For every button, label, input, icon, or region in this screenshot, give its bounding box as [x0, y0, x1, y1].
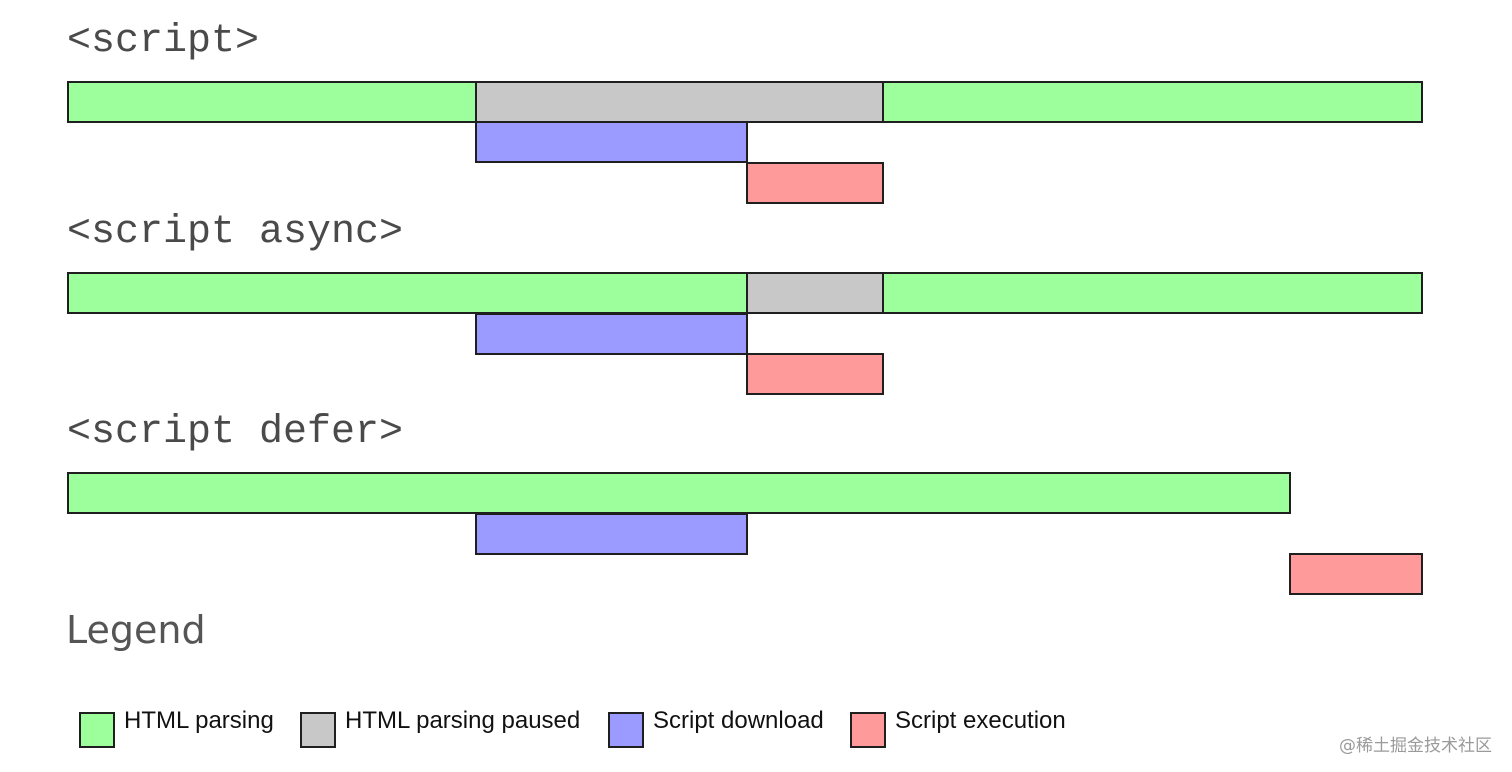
heading-script: <script> [67, 19, 260, 64]
defer-download-bar [475, 513, 748, 555]
script-html-parsing-bar-2 [882, 81, 1423, 123]
async-execution-bar [746, 353, 884, 395]
legend-label-html-parsing: HTML parsing [124, 707, 274, 734]
legend-swatch-html-parsing [79, 712, 115, 748]
async-html-parsing-paused-bar [746, 272, 884, 314]
legend-swatch-script-execution [850, 712, 886, 748]
legend-label-html-parsing-paused: HTML parsing paused [345, 707, 581, 734]
script-download-bar [475, 121, 748, 163]
defer-execution-bar [1289, 553, 1423, 595]
watermark: @稀土掘金技术社区 [1339, 736, 1492, 756]
script-html-parsing-bar-1 [67, 81, 477, 123]
defer-html-parsing-bar [67, 472, 1291, 514]
legend-label-script-download: Script download [653, 707, 824, 734]
heading-script-async: <script async> [67, 210, 404, 255]
legend-swatch-script-download [608, 712, 644, 748]
async-download-bar [475, 313, 748, 355]
legend-title: Legend [66, 608, 206, 652]
legend-label-script-execution: Script execution [895, 707, 1066, 734]
script-execution-bar [746, 162, 884, 204]
async-html-parsing-bar-1 [67, 272, 748, 314]
legend-swatch-html-parsing-paused [300, 712, 336, 748]
heading-script-defer: <script defer> [67, 410, 404, 455]
async-html-parsing-bar-2 [882, 272, 1423, 314]
script-html-parsing-paused-bar [475, 81, 884, 123]
